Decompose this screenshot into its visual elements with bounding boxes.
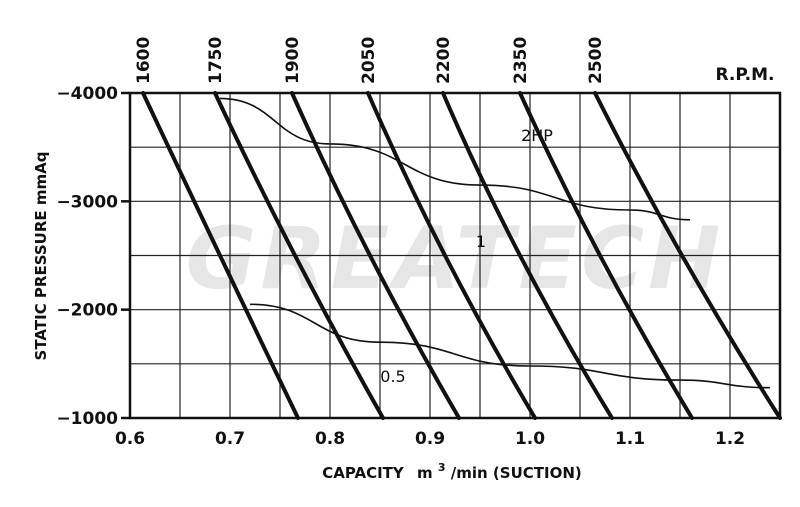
x-axis-label: CAPACITY m 3 /min (SUCTION) — [322, 457, 582, 482]
rpm-curve-2050 — [366, 91, 537, 420]
x-tick-label: 1.0 — [515, 429, 545, 449]
rpm-curve-2500 — [593, 91, 782, 420]
rpm-curve-1900 — [290, 91, 461, 420]
rpm-curve-1600 — [141, 91, 300, 420]
grid — [128, 91, 782, 420]
x-axis-label-sup: 3 — [438, 461, 446, 474]
y-tick-label: −1000 — [56, 409, 118, 429]
y-tick-label: −3000 — [56, 192, 118, 212]
power-curve-2HP — [219, 97, 691, 221]
x-axis-label-unit: m — [417, 464, 433, 482]
plot-frame — [128, 91, 782, 420]
rpm-label-2350: 2350 — [511, 37, 531, 84]
power-label-1: 1 — [476, 232, 486, 251]
rpm-axis-label: R.P.M. — [715, 65, 774, 85]
power-label-2hp: 2HP — [521, 126, 553, 145]
power-curve-1 — [249, 303, 771, 389]
x-axis-label-tail: /min (SUCTION) — [451, 464, 582, 482]
rpm-curve-2350 — [518, 91, 694, 420]
watermark-text: GREATECH — [186, 209, 724, 309]
power-label-0-5: 0.5 — [380, 367, 405, 386]
rpm-label-2500: 2500 — [586, 37, 606, 84]
y-tick-label: −2000 — [56, 301, 118, 321]
x-tick-label: 0.8 — [315, 429, 345, 449]
curves — [141, 91, 782, 420]
x-tick-label: 1.1 — [615, 429, 645, 449]
rpm-label-1750: 1750 — [206, 37, 226, 84]
rpm-label-2200: 2200 — [434, 37, 454, 84]
y-tick-label: −4000 — [56, 84, 118, 104]
x-tick-label: 0.9 — [415, 429, 445, 449]
rpm-curve-1750 — [213, 91, 385, 420]
x-tick-label: 1.2 — [715, 429, 745, 449]
x-axis-label-main: CAPACITY — [322, 464, 405, 482]
x-tick-label: 0.7 — [215, 429, 245, 449]
rpm-curve-2200 — [441, 91, 614, 420]
y-axis-label: STATIC PRESSURE mmAq — [32, 152, 50, 361]
rpm-label-1600: 1600 — [134, 37, 154, 84]
x-tick-label: 0.6 — [115, 429, 145, 449]
rpm-label-2050: 2050 — [359, 37, 379, 84]
rpm-label-1900: 1900 — [283, 37, 303, 84]
